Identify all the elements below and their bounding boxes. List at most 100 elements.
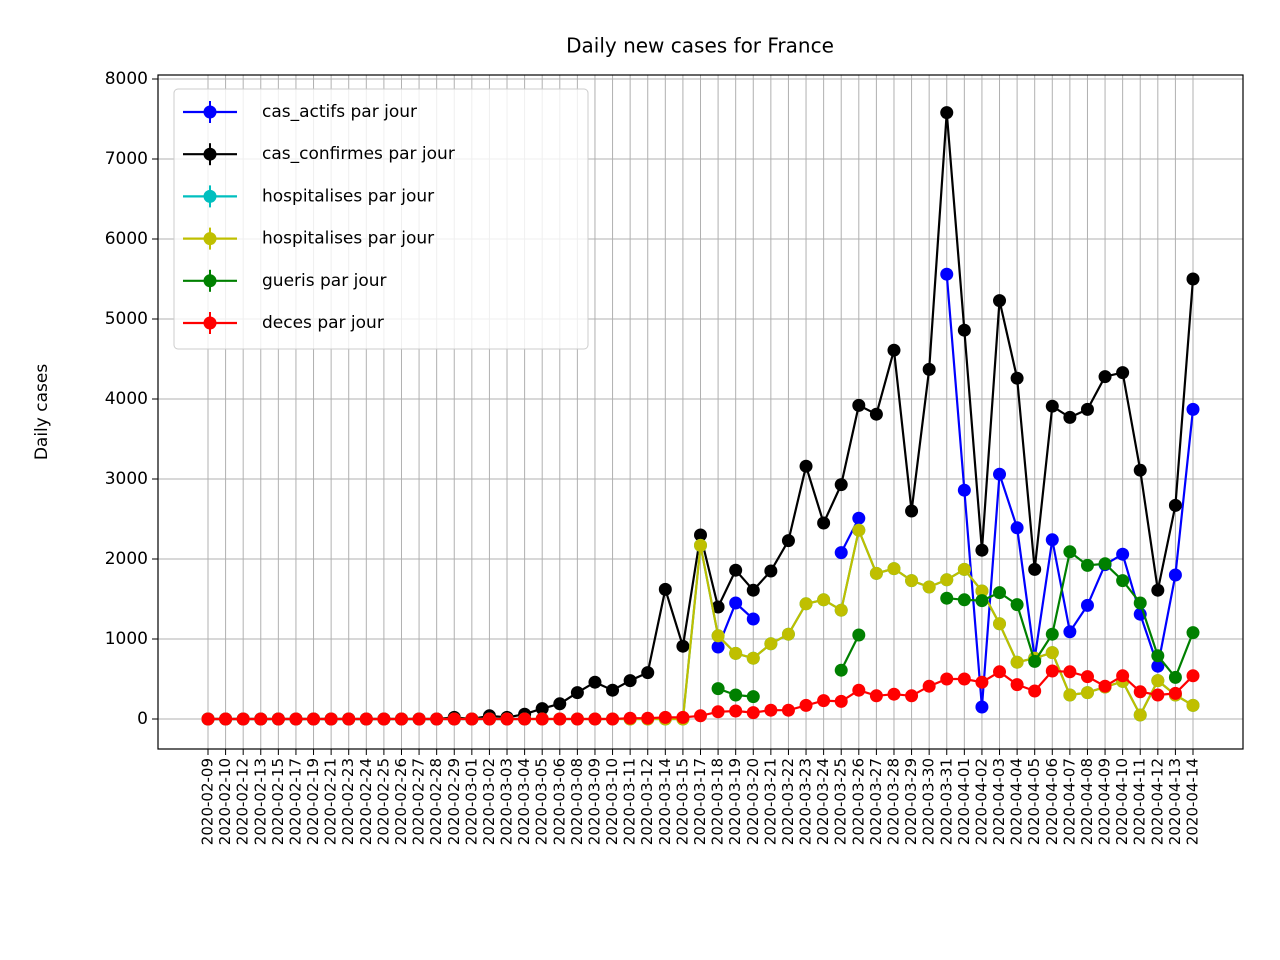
data-point (817, 694, 831, 708)
x-tick-label: 2020-03-21 (761, 758, 779, 845)
data-point (1063, 665, 1077, 679)
y-tick-label: 6000 (105, 229, 148, 249)
data-point (729, 596, 743, 610)
x-tick-label: 2020-03-02 (480, 758, 498, 845)
data-point (852, 398, 866, 412)
x-tick-label: 2020-02-29 (445, 758, 463, 845)
x-tick-label: 2020-03-15 (673, 758, 691, 845)
x-tick-label: 2020-03-24 (814, 758, 832, 845)
data-point (834, 663, 848, 677)
data-point (1080, 670, 1094, 684)
data-point (570, 712, 584, 726)
data-point (1116, 669, 1130, 683)
x-tick-label: 2020-03-14 (656, 758, 674, 845)
y-axis-label: Daily cases (32, 364, 52, 460)
x-tick-label: 2020-04-01 (955, 758, 973, 845)
data-point (729, 646, 743, 660)
data-point (922, 362, 936, 376)
data-point (781, 627, 795, 641)
data-point (535, 702, 549, 716)
x-tick-label: 2020-04-11 (1131, 758, 1149, 845)
data-point (465, 712, 479, 726)
x-tick-label: 2020-02-25 (374, 758, 392, 845)
data-point (746, 706, 760, 720)
x-tick-label: 2020-02-09 (199, 758, 217, 845)
data-point (957, 593, 971, 607)
data-point (905, 689, 919, 703)
x-tick-label: 2020-04-08 (1078, 758, 1096, 845)
x-tick-label: 2020-03-29 (902, 758, 920, 845)
data-point (553, 712, 567, 726)
data-point (834, 546, 848, 560)
data-point (711, 640, 725, 654)
x-tick-label: 2020-03-11 (621, 758, 639, 845)
x-tick-label: 2020-03-30 (920, 758, 938, 845)
data-point (975, 594, 989, 608)
data-point (1151, 674, 1165, 688)
x-tick-label: 2020-04-03 (990, 758, 1008, 845)
data-point (1063, 688, 1077, 702)
x-tick-label: 2020-02-19 (304, 758, 322, 845)
data-point (887, 562, 901, 576)
x-tick-label: 2020-03-20 (744, 758, 762, 845)
x-tick-label: 2020-02-26 (392, 758, 410, 845)
x-tick-label: 2020-02-13 (251, 758, 269, 845)
x-tick-label: 2020-04-14 (1184, 758, 1202, 845)
x-tick-label: 2020-04-02 (972, 758, 990, 845)
data-point (588, 712, 602, 726)
data-point (1010, 371, 1024, 385)
data-point (975, 584, 989, 598)
data-point (447, 712, 461, 726)
x-tick-label: 2020-03-28 (884, 758, 902, 845)
data-point (1063, 625, 1077, 639)
data-point (606, 712, 620, 726)
data-point (869, 689, 883, 703)
data-point (500, 712, 514, 726)
data-point (834, 603, 848, 617)
data-point (1133, 596, 1147, 610)
data-point (359, 712, 373, 726)
data-point (975, 675, 989, 689)
data-point (993, 467, 1007, 481)
data-point (694, 528, 707, 542)
data-point (887, 343, 901, 357)
x-tick-label: 2020-03-09 (585, 758, 603, 845)
data-point (711, 629, 725, 643)
data-point (1186, 402, 1200, 416)
data-point (1133, 708, 1147, 722)
legend-label: hospitalises par jour (262, 186, 434, 206)
y-tick-label: 3000 (105, 469, 148, 489)
data-point (1010, 598, 1024, 612)
x-tick-label: 2020-03-22 (779, 758, 797, 845)
x-tick-label: 2020-02-10 (216, 758, 234, 845)
data-point (1010, 655, 1024, 669)
data-point (588, 675, 602, 689)
x-tick-label: 2020-03-23 (797, 758, 815, 845)
data-point (623, 674, 637, 688)
x-tick-label: 2020-02-21 (322, 758, 340, 845)
data-point (1080, 686, 1094, 700)
data-point (764, 637, 778, 651)
data-point (852, 683, 866, 697)
data-point (623, 711, 637, 725)
x-tick-label: 2020-03-04 (515, 758, 533, 845)
data-point (694, 538, 707, 552)
data-point (729, 704, 743, 718)
data-point (394, 712, 408, 726)
data-point (219, 712, 233, 726)
legend-marker (203, 105, 217, 119)
data-point (694, 709, 707, 723)
data-point (1028, 654, 1042, 668)
x-tick-label: 2020-02-27 (410, 758, 428, 845)
data-point (729, 688, 743, 702)
y-tick-label: 8000 (105, 69, 148, 89)
data-point (1168, 686, 1182, 700)
data-point (869, 566, 883, 580)
data-point (1080, 558, 1094, 572)
legend-box (173, 88, 589, 350)
data-point (940, 672, 954, 686)
data-point (1045, 533, 1059, 547)
data-point (1010, 678, 1024, 692)
data-point (957, 483, 971, 497)
data-point (957, 562, 971, 576)
